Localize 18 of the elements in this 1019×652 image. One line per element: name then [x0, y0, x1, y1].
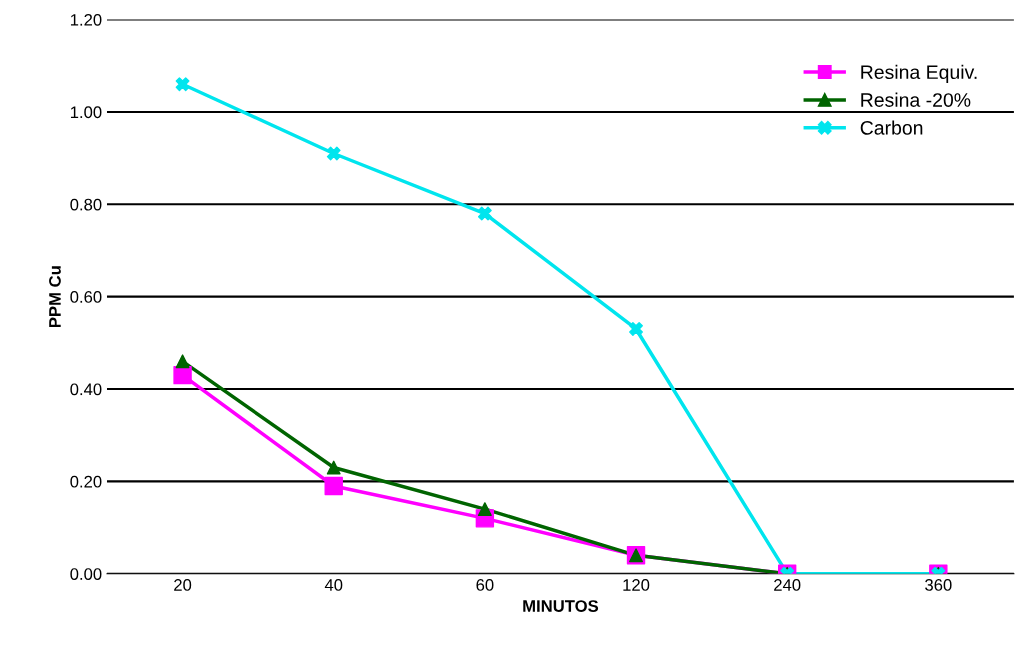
- x-tick-label: 20: [174, 579, 192, 591]
- y-tick-label: 1.00: [70, 106, 102, 119]
- y-tick-label: 0.00: [70, 568, 102, 580]
- legend-label: Resina -20%: [861, 92, 971, 107]
- y-tick-label: 0.80: [70, 198, 102, 211]
- y-tick-label: 0.60: [70, 291, 102, 303]
- y-tick-label: 0.40: [70, 383, 102, 396]
- x-tick-label: 40: [324, 579, 343, 591]
- x-tick-label: 240: [774, 579, 801, 591]
- y-tick-label: 1.20: [70, 13, 102, 26]
- y-axis-title: PPM Cu: [49, 266, 61, 328]
- x-axis-title: MINUTOS: [523, 600, 599, 612]
- x-tick-label: 360: [925, 579, 952, 591]
- legend-label: Resina Equiv.: [861, 64, 977, 83]
- x-tick-label: 120: [623, 579, 650, 591]
- x-tick-label: 60: [476, 579, 494, 591]
- legend-label: Carbon: [860, 120, 923, 135]
- y-tick-label: 0.20: [70, 475, 102, 488]
